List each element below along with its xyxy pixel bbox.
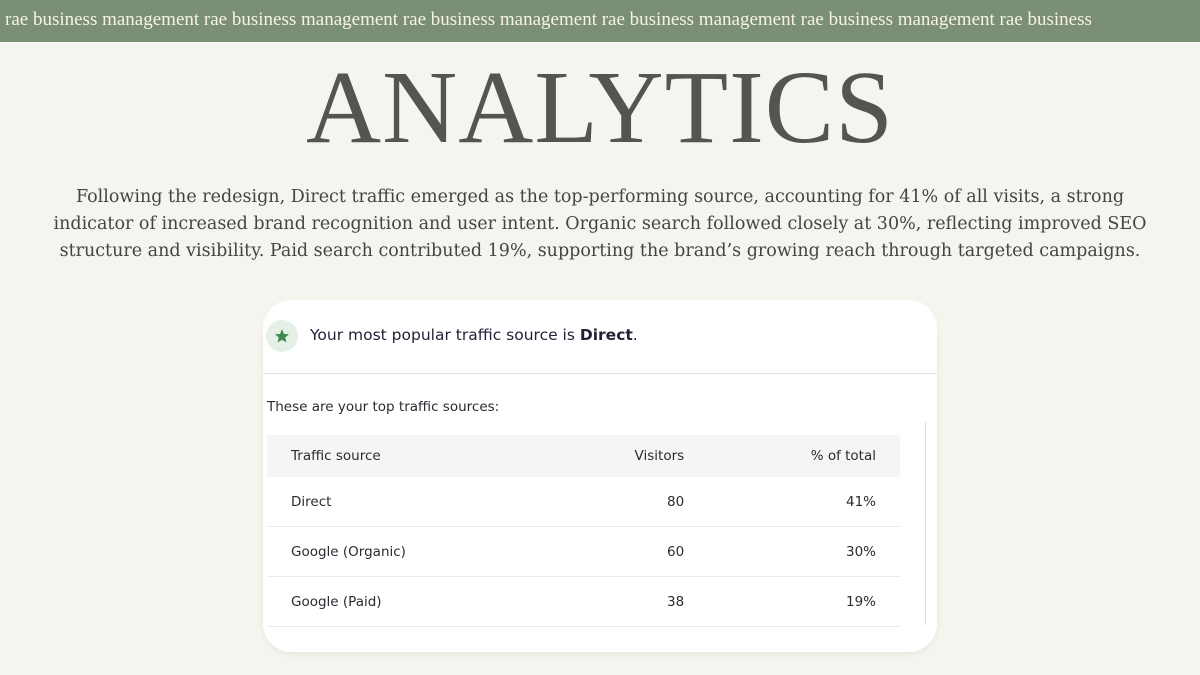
header-row: Traffic source Visitors% of total <box>267 435 900 477</box>
table-row: Direct 80 41% <box>267 477 900 527</box>
table-cell: 80 <box>542 477 709 527</box>
table-cell: Google (Paid) <box>267 576 543 627</box>
table-row: Google (Paid) 38 19% <box>267 576 900 627</box>
table-cell: 38 <box>542 576 709 627</box>
table-cell: Direct <box>267 477 543 527</box>
headline-end: . <box>632 326 638 344</box>
star-icon <box>266 320 298 352</box>
traffic-table: Traffic source Visitors% of total Direct 8… <box>267 435 900 627</box>
card: Your most popular traffic source is Dire… <box>263 300 937 652</box>
star-svg <box>275 329 289 343</box>
headline-text: Your most popular traffic source is <box>310 326 580 344</box>
headline-bold: Direct <box>579 326 633 344</box>
paragraph: Following the redesign, Direct traffic e… <box>53 187 1147 261</box>
column-header: % of total <box>708 435 900 477</box>
scrollbar-line <box>925 422 926 625</box>
table-body: Direct 80 41% Google (Organic) 60 30% Google (… <box>267 477 900 627</box>
table-cell: 19% <box>708 576 900 627</box>
headline: Your most popular traffic source is Dire… <box>310 326 638 344</box>
subtitle: These are your top traffic sources: <box>267 399 500 415</box>
table-cell: 60 <box>542 526 709 577</box>
table-cell: 41% <box>708 477 900 527</box>
table-row: Google (Organic) 60 30% <box>267 526 900 577</box>
title: ANALYTICS <box>306 50 894 165</box>
column-header: Traffic source <box>267 435 543 477</box>
column-header: Visitors <box>542 435 709 477</box>
table-cell: Google (Organic) <box>267 526 543 577</box>
divider <box>263 373 937 374</box>
banner: rae business management rae business man… <box>0 0 1200 42</box>
star <box>275 329 289 343</box>
table-cell: 30% <box>708 526 900 577</box>
